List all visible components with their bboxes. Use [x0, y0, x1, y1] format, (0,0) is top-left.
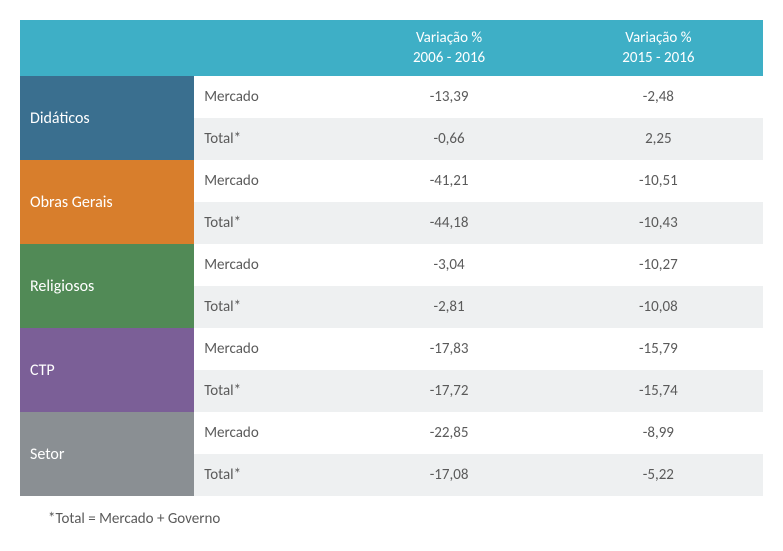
value-cell: -13,39 [344, 76, 553, 118]
subrow-label-mercado: Mercado [194, 412, 344, 454]
header-col1-line2: 2006 - 2016 [413, 49, 485, 67]
table-header-row: Variação % 2006 - 2016 Variação % 2015 -… [20, 20, 763, 76]
value-cell: 2,25 [554, 118, 763, 160]
header-col2-line1: Variação % [625, 29, 691, 47]
value-cell: -15,79 [554, 328, 763, 370]
variation-table: Variação % 2006 - 2016 Variação % 2015 -… [20, 20, 763, 496]
subrow-label-total: Total* [194, 454, 344, 496]
subrow-label-total: Total* [194, 202, 344, 244]
header-col2-line2: 2015 - 2016 [622, 49, 694, 67]
value-cell: -22,85 [344, 412, 553, 454]
header-col-2006-2016: Variação % 2006 - 2016 [344, 20, 553, 76]
table-row: SetorMercado-22,85-8,99 [20, 412, 763, 454]
subrow-label-mercado: Mercado [194, 244, 344, 286]
table-row: DidáticosMercado-13,39-2,48 [20, 76, 763, 118]
header-empty-1 [20, 20, 194, 76]
category-cell: Obras Gerais [20, 160, 194, 244]
subrow-label-total: Total* [194, 118, 344, 160]
value-cell: -10,51 [554, 160, 763, 202]
table-row: CTPMercado-17,83-15,79 [20, 328, 763, 370]
category-cell: Setor [20, 412, 194, 496]
value-cell: -41,21 [344, 160, 553, 202]
table-row: Obras GeraisMercado-41,21-10,51 [20, 160, 763, 202]
value-cell: -5,22 [554, 454, 763, 496]
table-row: ReligiososMercado-3,04-10,27 [20, 244, 763, 286]
subrow-label-mercado: Mercado [194, 160, 344, 202]
footnote: *Total = Mercado + Governo [48, 510, 763, 528]
value-cell: -0,66 [344, 118, 553, 160]
value-cell: -17,83 [344, 328, 553, 370]
subrow-label-mercado: Mercado [194, 76, 344, 118]
category-cell: Religiosos [20, 244, 194, 328]
category-cell: Didáticos [20, 76, 194, 160]
variation-table-container: Variação % 2006 - 2016 Variação % 2015 -… [20, 20, 763, 496]
table-body: DidáticosMercado-13,39-2,48Total*-0,662,… [20, 76, 763, 496]
value-cell: -8,99 [554, 412, 763, 454]
value-cell: -3,04 [344, 244, 553, 286]
value-cell: -10,08 [554, 286, 763, 328]
subrow-label-mercado: Mercado [194, 328, 344, 370]
value-cell: -2,81 [344, 286, 553, 328]
value-cell: -10,27 [554, 244, 763, 286]
value-cell: -15,74 [554, 370, 763, 412]
header-col1-line1: Variação % [416, 29, 482, 47]
value-cell: -44,18 [344, 202, 553, 244]
header-col-2015-2016: Variação % 2015 - 2016 [554, 20, 763, 76]
value-cell: -10,43 [554, 202, 763, 244]
category-cell: CTP [20, 328, 194, 412]
value-cell: -17,72 [344, 370, 553, 412]
subrow-label-total: Total* [194, 370, 344, 412]
subrow-label-total: Total* [194, 286, 344, 328]
value-cell: -2,48 [554, 76, 763, 118]
header-empty-2 [194, 20, 344, 76]
value-cell: -17,08 [344, 454, 553, 496]
